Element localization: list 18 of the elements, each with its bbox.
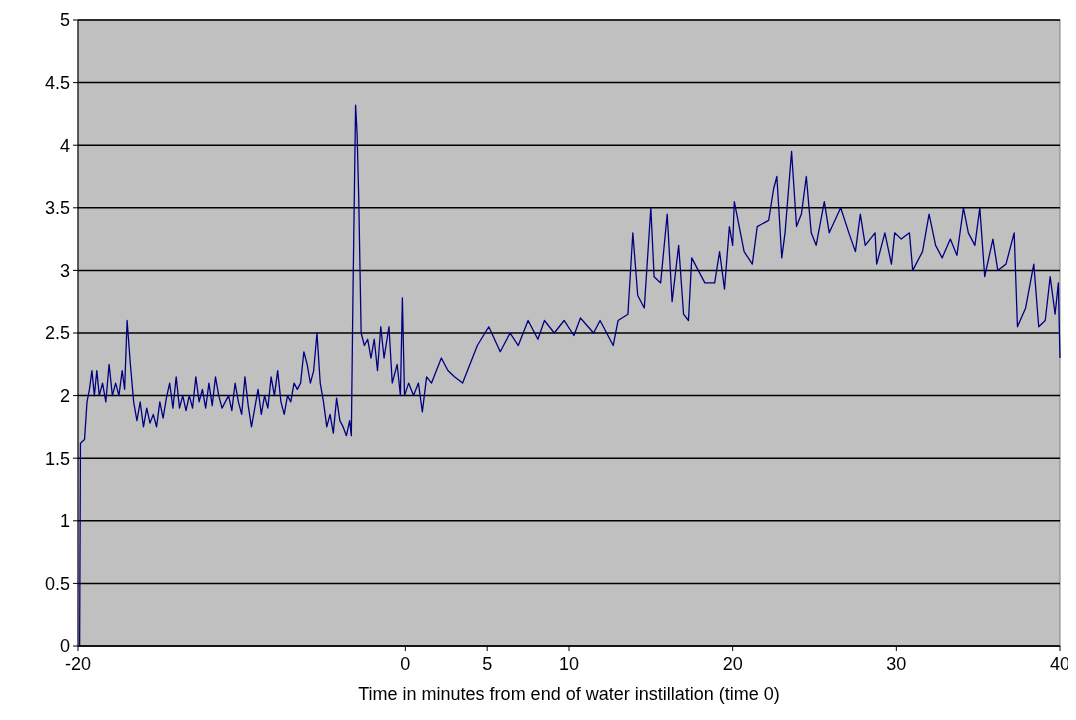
x-tick-label: 10: [558, 654, 580, 674]
y-tick-label: 5: [59, 10, 70, 31]
y-tick-label: 1.5: [44, 448, 70, 469]
x-axis-title: Time in minutes from end of water instillation (time 0): [358, 684, 780, 704]
y-tick-label: 2.5: [44, 323, 70, 344]
y-tick-label: 4.5: [44, 72, 70, 93]
y-tick-label: 4: [59, 135, 70, 156]
y-tick-label: 0: [59, 636, 70, 657]
y-tick-label: 0.5: [44, 573, 70, 594]
x-tick-label: 0: [400, 654, 411, 674]
y-tick-label: 2: [59, 385, 70, 406]
x-tick-label: 20: [722, 654, 743, 674]
x-tick-label: -20: [64, 654, 92, 674]
y-tick-label: 3.5: [44, 198, 70, 219]
y-tick-label: 1: [59, 511, 70, 532]
x-tick-label: 30: [886, 654, 907, 674]
y-tick-label: 3: [59, 260, 70, 281]
x-tick-label: 5: [482, 654, 493, 674]
